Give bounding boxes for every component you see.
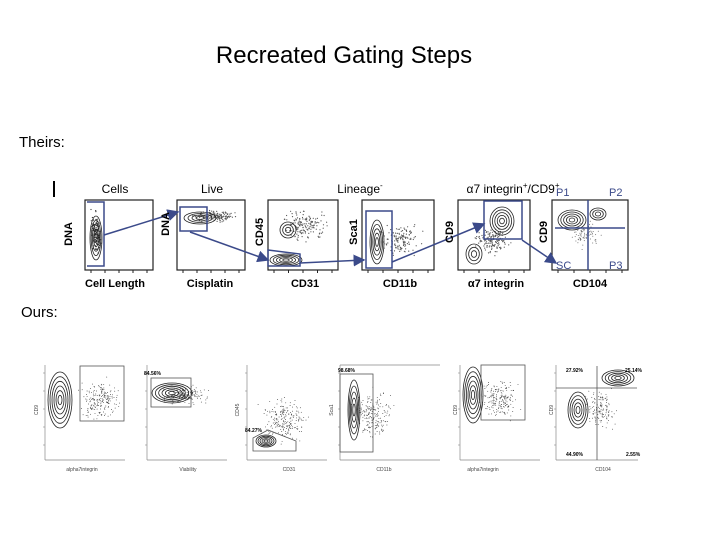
gate-a7 (483, 200, 523, 240)
ours-ylabel-6: CD9 (549, 405, 555, 415)
gate-lineage-sca1 (365, 210, 393, 269)
ours-ylabel-4: Sca1 (329, 404, 335, 416)
xlabel-5: α7 integrin (468, 278, 525, 290)
theirs-title-live: Live (201, 182, 223, 196)
ours-events-4 (349, 386, 395, 438)
theirs-title-lineage: Lineage- (337, 181, 383, 196)
arrow-4 (391, 222, 486, 263)
ours-quad-lr: 2.55% (626, 452, 641, 458)
ours-xlabel-2: Viability (179, 467, 197, 473)
theirs-title-a7: α7 integrin+/CD9+ (467, 181, 560, 196)
ylabel-4: Sca1 (348, 219, 360, 245)
quad-sc: SC (556, 260, 571, 272)
ylabel-3: CD45 (254, 218, 266, 246)
quad-p3: P3 (609, 260, 622, 272)
xlabel-3: CD31 (291, 278, 319, 290)
ours-gate-4 (339, 373, 374, 453)
ylabel-2: DNA (160, 212, 172, 236)
ours-contour-1 (47, 371, 73, 429)
ours-events-1 (78, 376, 121, 420)
ours-contour-4 (347, 379, 361, 441)
ylabel-1: DNA (63, 222, 75, 246)
ours-pct-3: 84.27% (245, 428, 263, 434)
arrow-3 (299, 254, 366, 267)
ours-pct-2: 84.56% (144, 371, 162, 377)
arrow-2 (189, 231, 270, 263)
gate-live (179, 206, 208, 232)
theirs-contour-6b (589, 207, 607, 221)
ours-gate-5 (480, 364, 526, 421)
gate-cells (87, 201, 105, 267)
arrow-5 (521, 239, 558, 264)
arrow-1 (103, 209, 180, 236)
ours-xlabel-5: alpha7integrin (467, 467, 499, 473)
ours-quad-ur: 25.14% (625, 368, 643, 374)
theirs-contour-2 (183, 211, 217, 225)
theirs-events-3 (283, 210, 328, 243)
ours-pct-4: 98.68% (338, 368, 356, 374)
ours-label: Ours: (21, 304, 58, 321)
ours-events-5 (479, 381, 522, 422)
xlabel-6: CD104 (573, 278, 608, 290)
ours-panel-6 (554, 365, 638, 461)
theirs-title-cells: Cells (102, 182, 129, 196)
theirs-figure: Cells Live Lineage- α7 integrin+/CD9+ (53, 181, 629, 290)
ours-gate-1 (79, 365, 125, 422)
quad-p1: P1 (556, 187, 569, 199)
ours-ylabel-5: CD9 (453, 405, 459, 415)
xlabel-4: CD11b (383, 278, 418, 290)
ours-contour-6b (601, 369, 635, 387)
ours-xlabel-6: CD104 (595, 467, 611, 473)
theirs-panel-2 (176, 199, 246, 271)
ours-panel-1 (43, 365, 125, 461)
ours-xlabel-3: CD31 (283, 467, 296, 473)
ours-contour-6a (567, 391, 589, 429)
ours-ylabel-1: CD9 (34, 405, 40, 415)
ours-panel-3 (245, 365, 327, 461)
theirs-label: Theirs: (19, 134, 65, 151)
ours-contour-5 (462, 366, 484, 424)
theirs-contour-4 (369, 219, 385, 265)
ours-xlabel-1: alpha7integrin (66, 467, 98, 473)
slide-title: Recreated Gating Steps (215, 42, 473, 69)
ours-panel-5 (458, 365, 540, 461)
ours-panel-4 (338, 364, 440, 461)
ylabel-6: CD9 (538, 221, 550, 243)
ours-events-6 (585, 388, 618, 430)
xlabel-1: Cell Length (85, 278, 145, 290)
theirs-gates (87, 200, 625, 270)
ours-gate-2 (150, 377, 192, 408)
theirs-panel-3 (267, 199, 339, 271)
ours-events-3 (257, 397, 309, 445)
ours-panel-2 (145, 365, 227, 461)
ours-contour-2 (151, 382, 193, 404)
ours-quad-ul: 27.92% (566, 368, 584, 374)
ours-figure: 84.56% 84.27% 98.68% 27.92% 25.14% 44.90… (34, 364, 643, 473)
cursor-mark (53, 181, 55, 197)
quad-p2: P2 (609, 187, 622, 199)
ours-quad-ll: 44.90% (566, 452, 584, 458)
xlabel-2: Cisplatin (187, 278, 234, 290)
ylabel-5: CD9 (444, 221, 456, 243)
ours-gate-3 (252, 429, 297, 452)
theirs-contour-5a (489, 206, 515, 236)
theirs-contour-5b (465, 243, 483, 265)
theirs-contour-3b (279, 221, 297, 239)
ours-xlabel-4: CD11b (376, 467, 391, 473)
ours-gates (79, 364, 637, 460)
ours-contour-3 (255, 434, 277, 448)
ours-ylabel-3: CD45 (235, 403, 241, 416)
theirs-contour-1 (89, 215, 103, 261)
